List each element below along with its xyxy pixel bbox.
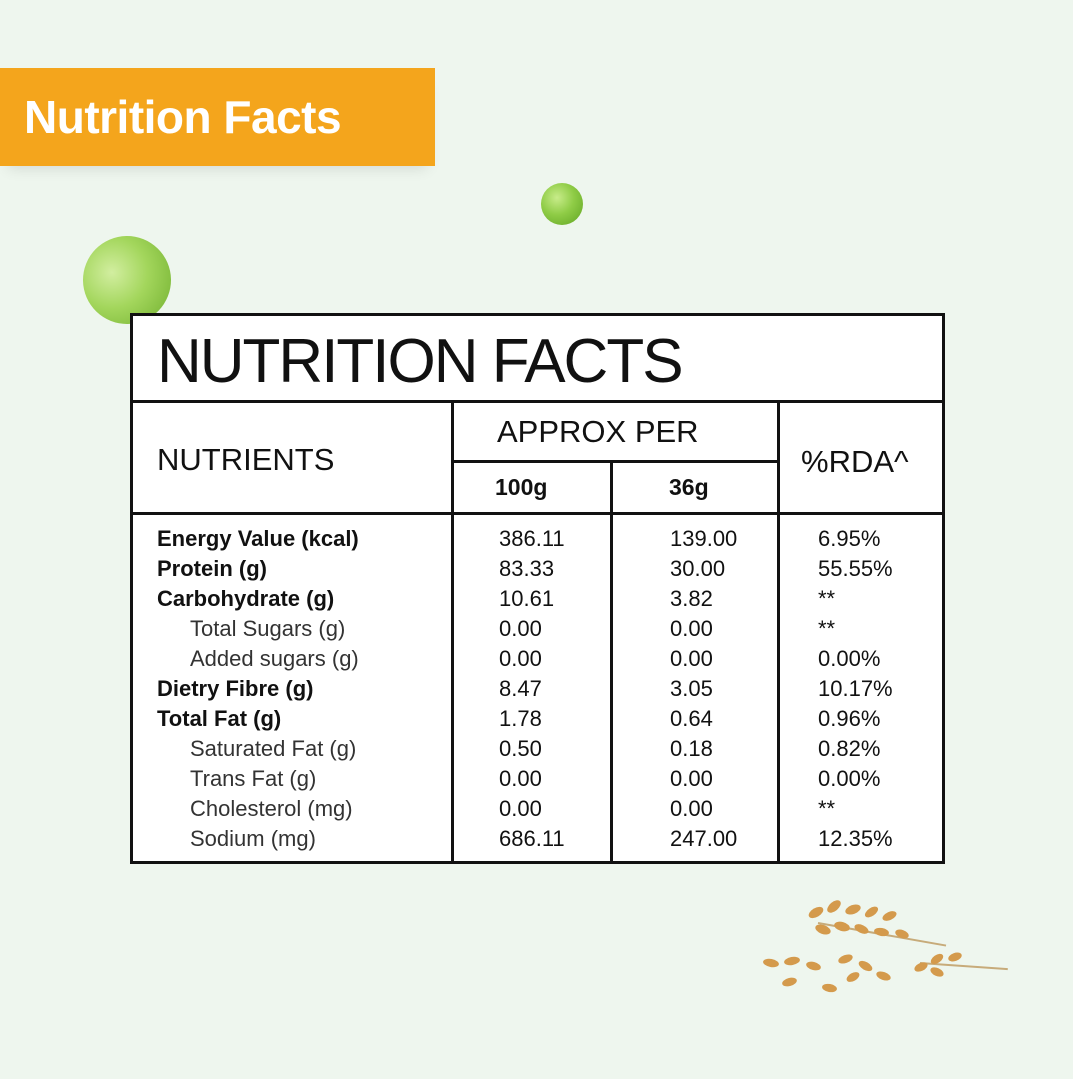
value-36g: 30.00 — [670, 556, 726, 581]
value-36g: 247.00 — [670, 826, 738, 851]
pea-image-small — [541, 183, 583, 225]
header-36g: 36g — [669, 474, 709, 500]
divider-header — [133, 512, 942, 515]
banner-title: Nutrition Facts — [24, 91, 342, 143]
value-100g: 0.00 — [499, 646, 542, 671]
value-rda: 0.00% — [818, 766, 881, 791]
value-36g: 0.64 — [670, 706, 713, 731]
value-rda: 10.17% — [818, 676, 893, 701]
title-banner: Nutrition Facts — [0, 68, 435, 166]
header-100g: 100g — [495, 474, 548, 500]
nutrient-name: Total Fat (g) — [157, 706, 282, 731]
value-100g: 0.00 — [499, 796, 542, 821]
value-36g: 3.82 — [670, 586, 713, 611]
divider-col2 — [610, 463, 613, 861]
value-36g: 0.18 — [670, 736, 713, 761]
value-100g: 83.33 — [499, 556, 555, 581]
table-heading: NUTRITION FACTS — [157, 327, 684, 396]
value-rda: 6.95% — [818, 526, 881, 551]
value-rda: 55.55% — [818, 556, 893, 581]
value-rda: 0.82% — [818, 736, 881, 761]
nutrient-name: Sodium (mg) — [190, 826, 316, 851]
value-100g: 686.11 — [499, 826, 565, 851]
nutrient-name: Added sugars (g) — [190, 646, 359, 671]
table-heading-box: NUTRITION FACTS — [133, 316, 942, 403]
value-36g: 0.00 — [670, 646, 713, 671]
divider-approx — [451, 460, 777, 463]
nutrient-name: Dietry Fibre (g) — [157, 676, 314, 701]
nutrient-name: Carbohydrate (g) — [157, 586, 335, 611]
header-approx-per: APPROX PER — [497, 414, 699, 449]
value-100g: 386.11 — [499, 526, 565, 551]
value-rda: 0.00% — [818, 646, 881, 671]
value-36g: 139.00 — [670, 526, 738, 551]
value-100g: 0.00 — [499, 616, 542, 641]
value-36g: 0.00 — [670, 616, 713, 641]
value-100g: 8.47 — [499, 676, 542, 701]
value-rda: ** — [818, 616, 836, 641]
value-100g: 0.00 — [499, 766, 542, 791]
value-rda: 12.35% — [818, 826, 893, 851]
nutrient-name: Total Sugars (g) — [190, 616, 346, 641]
value-36g: 3.05 — [670, 676, 713, 701]
nutrient-name: Saturated Fat (g) — [190, 736, 357, 761]
nutrient-name: Protein (g) — [157, 556, 267, 581]
value-rda: ** — [818, 586, 836, 611]
header-nutrients: NUTRIENTS — [157, 442, 335, 477]
value-rda: ** — [818, 796, 836, 821]
value-100g: 10.61 — [499, 586, 555, 611]
value-36g: 0.00 — [670, 796, 713, 821]
value-100g: 1.78 — [499, 706, 542, 731]
divider-col3 — [777, 403, 780, 861]
nutrition-table: NUTRITION FACTS NUTRIENTS APPROX PER 100… — [130, 313, 945, 864]
nutrient-name: Energy Value (kcal) — [157, 526, 359, 551]
nutrient-name: Trans Fat (g) — [190, 766, 317, 791]
value-36g: 0.00 — [670, 766, 713, 791]
value-100g: 0.50 — [499, 736, 542, 761]
value-rda: 0.96% — [818, 706, 881, 731]
header-rda: %RDA^ — [801, 444, 909, 479]
nutrient-name: Cholesterol (mg) — [190, 796, 353, 821]
divider-col1 — [451, 403, 454, 861]
